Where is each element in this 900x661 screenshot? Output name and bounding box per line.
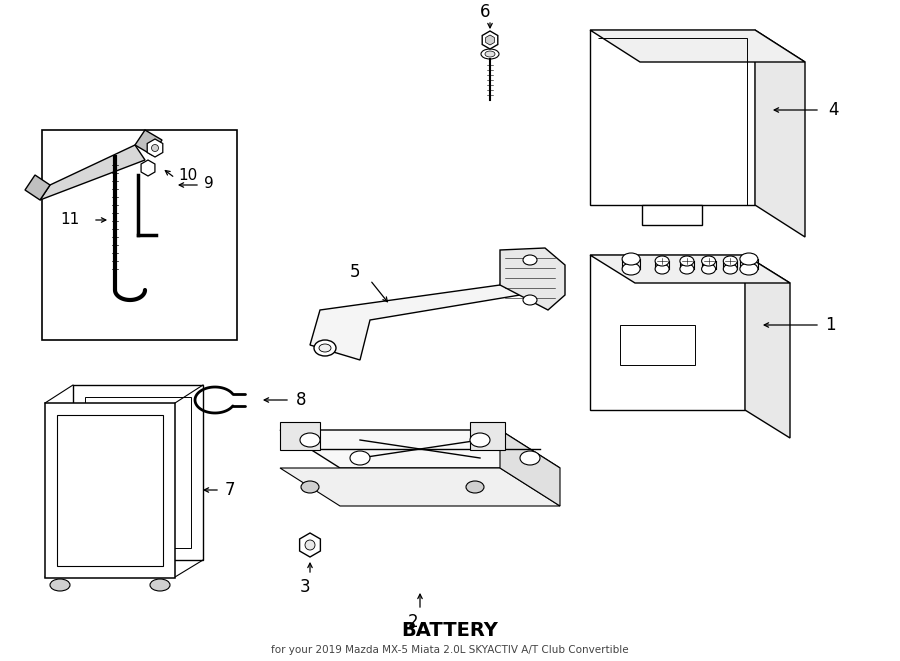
Text: 2: 2	[408, 613, 418, 631]
Ellipse shape	[470, 433, 490, 447]
Bar	[57, 415, 163, 566]
Bar	[45, 403, 175, 578]
Ellipse shape	[301, 481, 319, 493]
Ellipse shape	[622, 253, 640, 265]
Polygon shape	[141, 160, 155, 176]
Ellipse shape	[485, 51, 495, 57]
Bar	[73, 385, 203, 560]
Ellipse shape	[305, 540, 315, 550]
Text: 9: 9	[204, 176, 214, 190]
Polygon shape	[310, 250, 550, 360]
Text: BATTERY: BATTERY	[401, 621, 499, 640]
Text: 10: 10	[178, 167, 197, 182]
Bar	[42, 130, 237, 340]
Text: 6: 6	[480, 3, 491, 21]
Text: 11: 11	[60, 212, 79, 227]
Polygon shape	[482, 31, 498, 49]
Ellipse shape	[740, 253, 758, 265]
Polygon shape	[135, 130, 162, 155]
Polygon shape	[148, 139, 163, 157]
Polygon shape	[590, 255, 745, 410]
Polygon shape	[25, 175, 50, 200]
Ellipse shape	[702, 256, 716, 266]
Ellipse shape	[314, 340, 336, 356]
Polygon shape	[40, 145, 145, 200]
Polygon shape	[470, 422, 505, 450]
Ellipse shape	[740, 263, 758, 275]
Ellipse shape	[622, 263, 640, 275]
Polygon shape	[486, 35, 494, 45]
Ellipse shape	[50, 579, 70, 591]
Polygon shape	[755, 30, 805, 237]
Polygon shape	[500, 430, 560, 506]
Ellipse shape	[481, 49, 499, 59]
Ellipse shape	[350, 451, 370, 465]
Polygon shape	[642, 205, 702, 225]
Polygon shape	[280, 430, 560, 468]
Text: for your 2019 Mazda MX-5 Miata 2.0L SKYACTIV A/T Club Convertible: for your 2019 Mazda MX-5 Miata 2.0L SKYA…	[271, 645, 629, 655]
Text: 4: 4	[828, 101, 839, 119]
Ellipse shape	[724, 256, 737, 266]
Ellipse shape	[300, 433, 320, 447]
Ellipse shape	[319, 344, 331, 352]
Text: 8: 8	[296, 391, 307, 409]
Polygon shape	[590, 30, 755, 205]
Text: 5: 5	[350, 263, 360, 281]
Ellipse shape	[724, 264, 737, 274]
Ellipse shape	[520, 451, 540, 465]
Ellipse shape	[655, 256, 669, 266]
Text: 3: 3	[300, 578, 310, 596]
Polygon shape	[590, 30, 805, 62]
Text: 7: 7	[225, 481, 236, 499]
Polygon shape	[500, 248, 565, 310]
Polygon shape	[590, 255, 790, 283]
Ellipse shape	[523, 255, 537, 265]
Ellipse shape	[151, 145, 158, 151]
Ellipse shape	[680, 256, 694, 266]
Ellipse shape	[466, 481, 484, 493]
Polygon shape	[280, 422, 320, 450]
Polygon shape	[300, 533, 320, 557]
Text: 1: 1	[825, 316, 835, 334]
Ellipse shape	[655, 264, 669, 274]
Polygon shape	[745, 255, 790, 438]
Ellipse shape	[523, 295, 537, 305]
Polygon shape	[280, 468, 560, 506]
Ellipse shape	[702, 264, 716, 274]
Ellipse shape	[680, 264, 694, 274]
Bar	[85, 397, 191, 548]
Ellipse shape	[150, 579, 170, 591]
Bar	[620, 325, 695, 365]
